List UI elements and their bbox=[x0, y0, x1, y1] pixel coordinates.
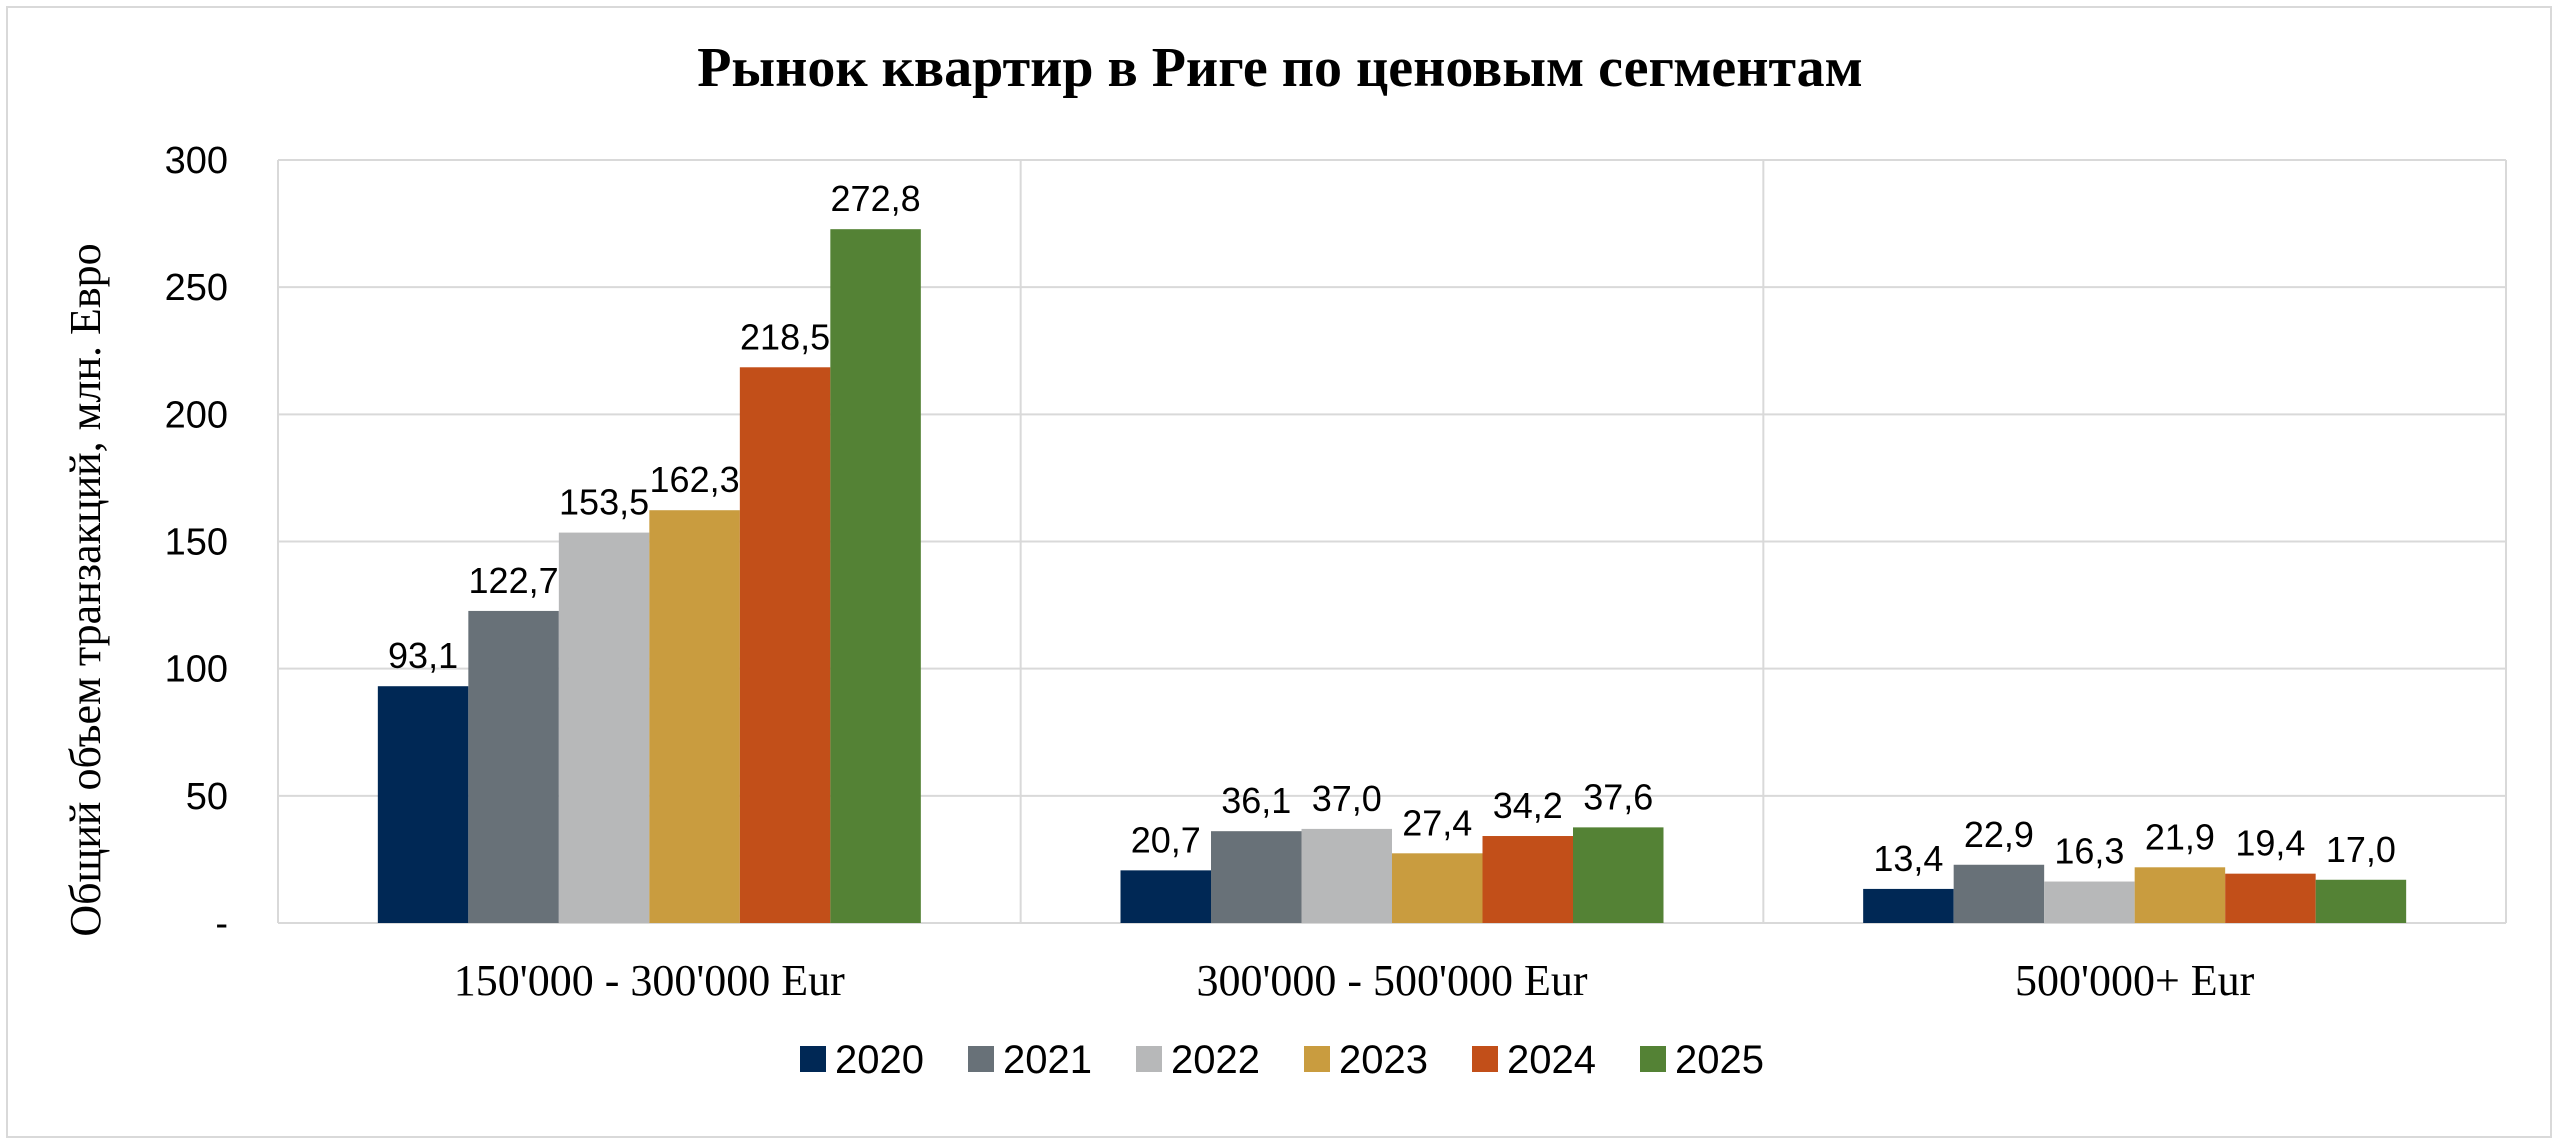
data-label: 34,2 bbox=[1493, 785, 1563, 826]
x-axis-categories: 150'000 - 300'000 Eur 300'000 - 500'000 E… bbox=[454, 956, 2255, 1005]
data-label: 19,4 bbox=[2235, 823, 2305, 864]
bars-group bbox=[377, 229, 2407, 924]
data-label: 272,8 bbox=[831, 178, 921, 219]
bar-2020 bbox=[1120, 870, 1211, 923]
legend-swatch-2021 bbox=[968, 1046, 994, 1072]
bar-2023 bbox=[1392, 853, 1483, 923]
legend-swatch-2020 bbox=[800, 1046, 826, 1072]
legend-label-2023: 2023 bbox=[1339, 1038, 1428, 1082]
bar-2025 bbox=[830, 229, 921, 924]
chart-title: Рынок квартир в Риге по ценовым сегмента… bbox=[697, 37, 1863, 99]
y-tick-label: 250 bbox=[165, 267, 228, 309]
y-tick-label: 100 bbox=[165, 649, 228, 691]
y-tick-label: 150 bbox=[165, 522, 228, 564]
data-label: 162,3 bbox=[650, 459, 740, 500]
bar-2021 bbox=[1953, 864, 2045, 923]
data-label: 16,3 bbox=[2054, 831, 2124, 872]
bar-2024 bbox=[1482, 836, 1573, 923]
data-label: 218,5 bbox=[740, 316, 830, 357]
chart-frame bbox=[6, 6, 2552, 1138]
bar-2024 bbox=[2225, 873, 2316, 923]
bar-2025 bbox=[2315, 879, 2407, 923]
bar-2025 bbox=[1573, 827, 1664, 923]
data-label: 36,1 bbox=[1221, 780, 1291, 821]
legend-label-2022: 2022 bbox=[1171, 1038, 1260, 1082]
legend-label-2020: 2020 bbox=[835, 1038, 924, 1082]
bar-2022 bbox=[1301, 828, 1392, 923]
bar-2023 bbox=[2134, 867, 2226, 923]
bar-2020 bbox=[377, 686, 469, 923]
y-axis-label: Общий объем транзакций, млн. Евро bbox=[61, 243, 110, 936]
bar-2022 bbox=[558, 532, 650, 923]
x-category-label: 300'000 - 500'000 Eur bbox=[1196, 956, 1587, 1005]
bar-2022 bbox=[2044, 881, 2135, 923]
y-tick-label: 200 bbox=[165, 394, 228, 436]
data-label: 93,1 bbox=[388, 635, 458, 676]
data-label: 37,0 bbox=[1312, 778, 1382, 819]
y-axis-ticks: - 50 100 150 200 250 300 bbox=[165, 140, 228, 945]
data-label: 122,7 bbox=[469, 560, 559, 601]
bar-2021 bbox=[468, 610, 559, 923]
legend-swatch-2025 bbox=[1640, 1046, 1666, 1072]
gridlines bbox=[277, 159, 2507, 924]
data-label: 27,4 bbox=[1402, 802, 1472, 843]
y-tick-label: 300 bbox=[165, 140, 228, 182]
legend-swatch-2024 bbox=[1472, 1046, 1498, 1072]
x-category-label: 150'000 - 300'000 Eur bbox=[454, 956, 845, 1005]
legend-label-2024: 2024 bbox=[1507, 1038, 1596, 1082]
data-label: 153,5 bbox=[559, 482, 649, 523]
data-label: 20,7 bbox=[1131, 819, 1201, 860]
data-label: 22,9 bbox=[1964, 814, 2034, 855]
data-label: 17,0 bbox=[2326, 829, 2396, 870]
data-label: 21,9 bbox=[2145, 816, 2215, 857]
y-tick-label: - bbox=[215, 903, 228, 945]
data-label: 37,6 bbox=[1583, 776, 1653, 817]
bar-2023 bbox=[649, 510, 740, 923]
bar-2024 bbox=[739, 367, 831, 923]
legend-label-2025: 2025 bbox=[1675, 1038, 1764, 1082]
data-label: 13,4 bbox=[1873, 838, 1943, 879]
legend-swatch-2022 bbox=[1136, 1046, 1162, 1072]
legend-label-2021: 2021 bbox=[1003, 1038, 1092, 1082]
legend-swatch-2023 bbox=[1304, 1046, 1330, 1072]
x-category-label: 500'000+ Eur bbox=[2015, 956, 2255, 1005]
y-tick-label: 50 bbox=[186, 776, 228, 818]
legend: 2020 2021 2022 2023 2024 2025 bbox=[800, 1038, 1764, 1082]
bar-2021 bbox=[1211, 831, 1302, 923]
bar-2020 bbox=[1863, 888, 1954, 923]
